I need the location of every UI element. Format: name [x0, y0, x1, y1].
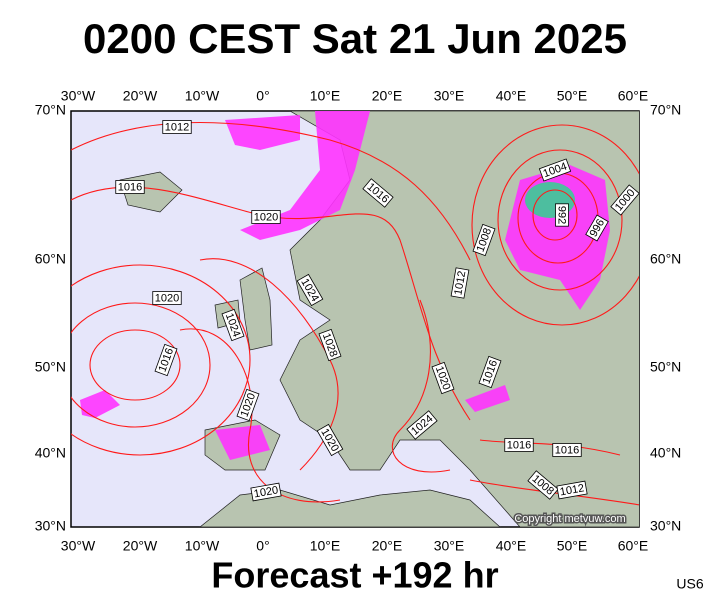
isobar-label-text: 1020 — [253, 484, 279, 500]
isobar-label-text: 1016 — [507, 439, 531, 451]
lat-label: 30°N — [650, 518, 681, 534]
lon-label: 10°E — [310, 538, 341, 554]
isobar-label-text: 1012 — [452, 270, 468, 296]
isobar-label-text: 992 — [556, 206, 568, 224]
isobar-label: 1012 — [162, 120, 192, 134]
lon-label: 60°E — [618, 538, 649, 554]
lon-label: 40°E — [496, 88, 527, 104]
isobar-label-box — [556, 480, 588, 500]
title: 0200 CEST Sat 21 Jun 2025 — [83, 15, 627, 62]
isobar-label-box — [162, 120, 192, 134]
isobar-label-box — [115, 180, 145, 194]
isobar-label-box — [472, 223, 496, 257]
isobar-label: 1016 — [478, 355, 502, 389]
lat-label: 70°N — [650, 102, 681, 118]
lon-label: 20°E — [372, 88, 403, 104]
isobar-label-box — [318, 328, 342, 362]
lon-label: 10°E — [310, 88, 341, 104]
isobar-label: 1012 — [556, 480, 588, 500]
isobar-label: 1012 — [450, 267, 470, 299]
isobar-label-box — [585, 214, 609, 242]
lon-label: 40°E — [496, 538, 527, 554]
isobar-label: 1016 — [552, 443, 582, 457]
isobar-label-box — [250, 482, 282, 502]
lon-label: 30°E — [434, 538, 465, 554]
lon-label: 20°W — [123, 88, 158, 104]
isobar-label-box — [362, 178, 394, 208]
lon-label: 60°E — [618, 88, 649, 104]
isobar-label-box — [552, 443, 582, 457]
isobar-label-box — [478, 355, 502, 389]
isobar-label-box — [406, 410, 438, 440]
isobar-label-text: 1012 — [165, 121, 189, 133]
isobar-label-text: 1020 — [254, 211, 278, 223]
isobar-label-box — [152, 291, 182, 305]
lat-label: 60°N — [35, 251, 66, 267]
isobar-label-box — [296, 273, 324, 307]
lat-label: 40°N — [650, 445, 681, 461]
isobar-label: 992 — [555, 203, 569, 227]
isobar-label-box — [527, 470, 559, 500]
isobar-label-box — [236, 388, 260, 422]
isobar-label-box — [610, 184, 640, 216]
lat-label: 60°N — [650, 251, 681, 267]
lon-label: 50°E — [557, 88, 588, 104]
isobar-label-box — [431, 361, 455, 395]
isobar-label-box — [251, 210, 281, 224]
isobar-label-box — [538, 158, 572, 182]
isobar-label-box — [221, 308, 245, 342]
lon-label: 30°E — [434, 88, 465, 104]
lon-label: 30°W — [61, 88, 96, 104]
isobar-label: 1016 — [504, 438, 534, 452]
lon-label: 0° — [256, 538, 269, 554]
isobar-label-box — [450, 267, 470, 299]
isobar-label-text: 1016 — [555, 444, 579, 456]
isobar-label: 1024 — [406, 410, 438, 440]
copyright: Copyright metvuw.com — [514, 513, 625, 525]
lon-label: 10°W — [185, 88, 220, 104]
forecast-label: Forecast +192 hr — [211, 555, 498, 596]
isobar-label-text: 1020 — [155, 292, 179, 304]
isobar-label-box — [504, 438, 534, 452]
isobar-label: 1016 — [115, 180, 145, 194]
isobar-label-box — [154, 343, 178, 377]
isobar-label-box — [555, 203, 569, 227]
lat-label: 50°N — [35, 359, 66, 375]
lat-label: 40°N — [35, 445, 66, 461]
model-label: US6 — [676, 576, 703, 592]
lat-label: 50°N — [650, 359, 681, 375]
lon-label: 0° — [256, 88, 269, 104]
lat-label: 30°N — [35, 518, 66, 534]
isobar-label-text: 1012 — [559, 482, 585, 498]
lon-label: 10°W — [185, 538, 220, 554]
lat-label: 70°N — [35, 102, 66, 118]
lon-label: 50°E — [557, 538, 588, 554]
isobar-label: 1020 — [152, 291, 182, 305]
isobar-label: 1020 — [251, 210, 281, 224]
isobar-label-box — [316, 423, 344, 457]
lon-label: 20°E — [372, 538, 403, 554]
lon-label: 30°W — [61, 538, 96, 554]
isobar-label-text: 1016 — [118, 181, 142, 193]
lon-label: 20°W — [123, 538, 158, 554]
isobar-label: 1020 — [250, 482, 282, 502]
